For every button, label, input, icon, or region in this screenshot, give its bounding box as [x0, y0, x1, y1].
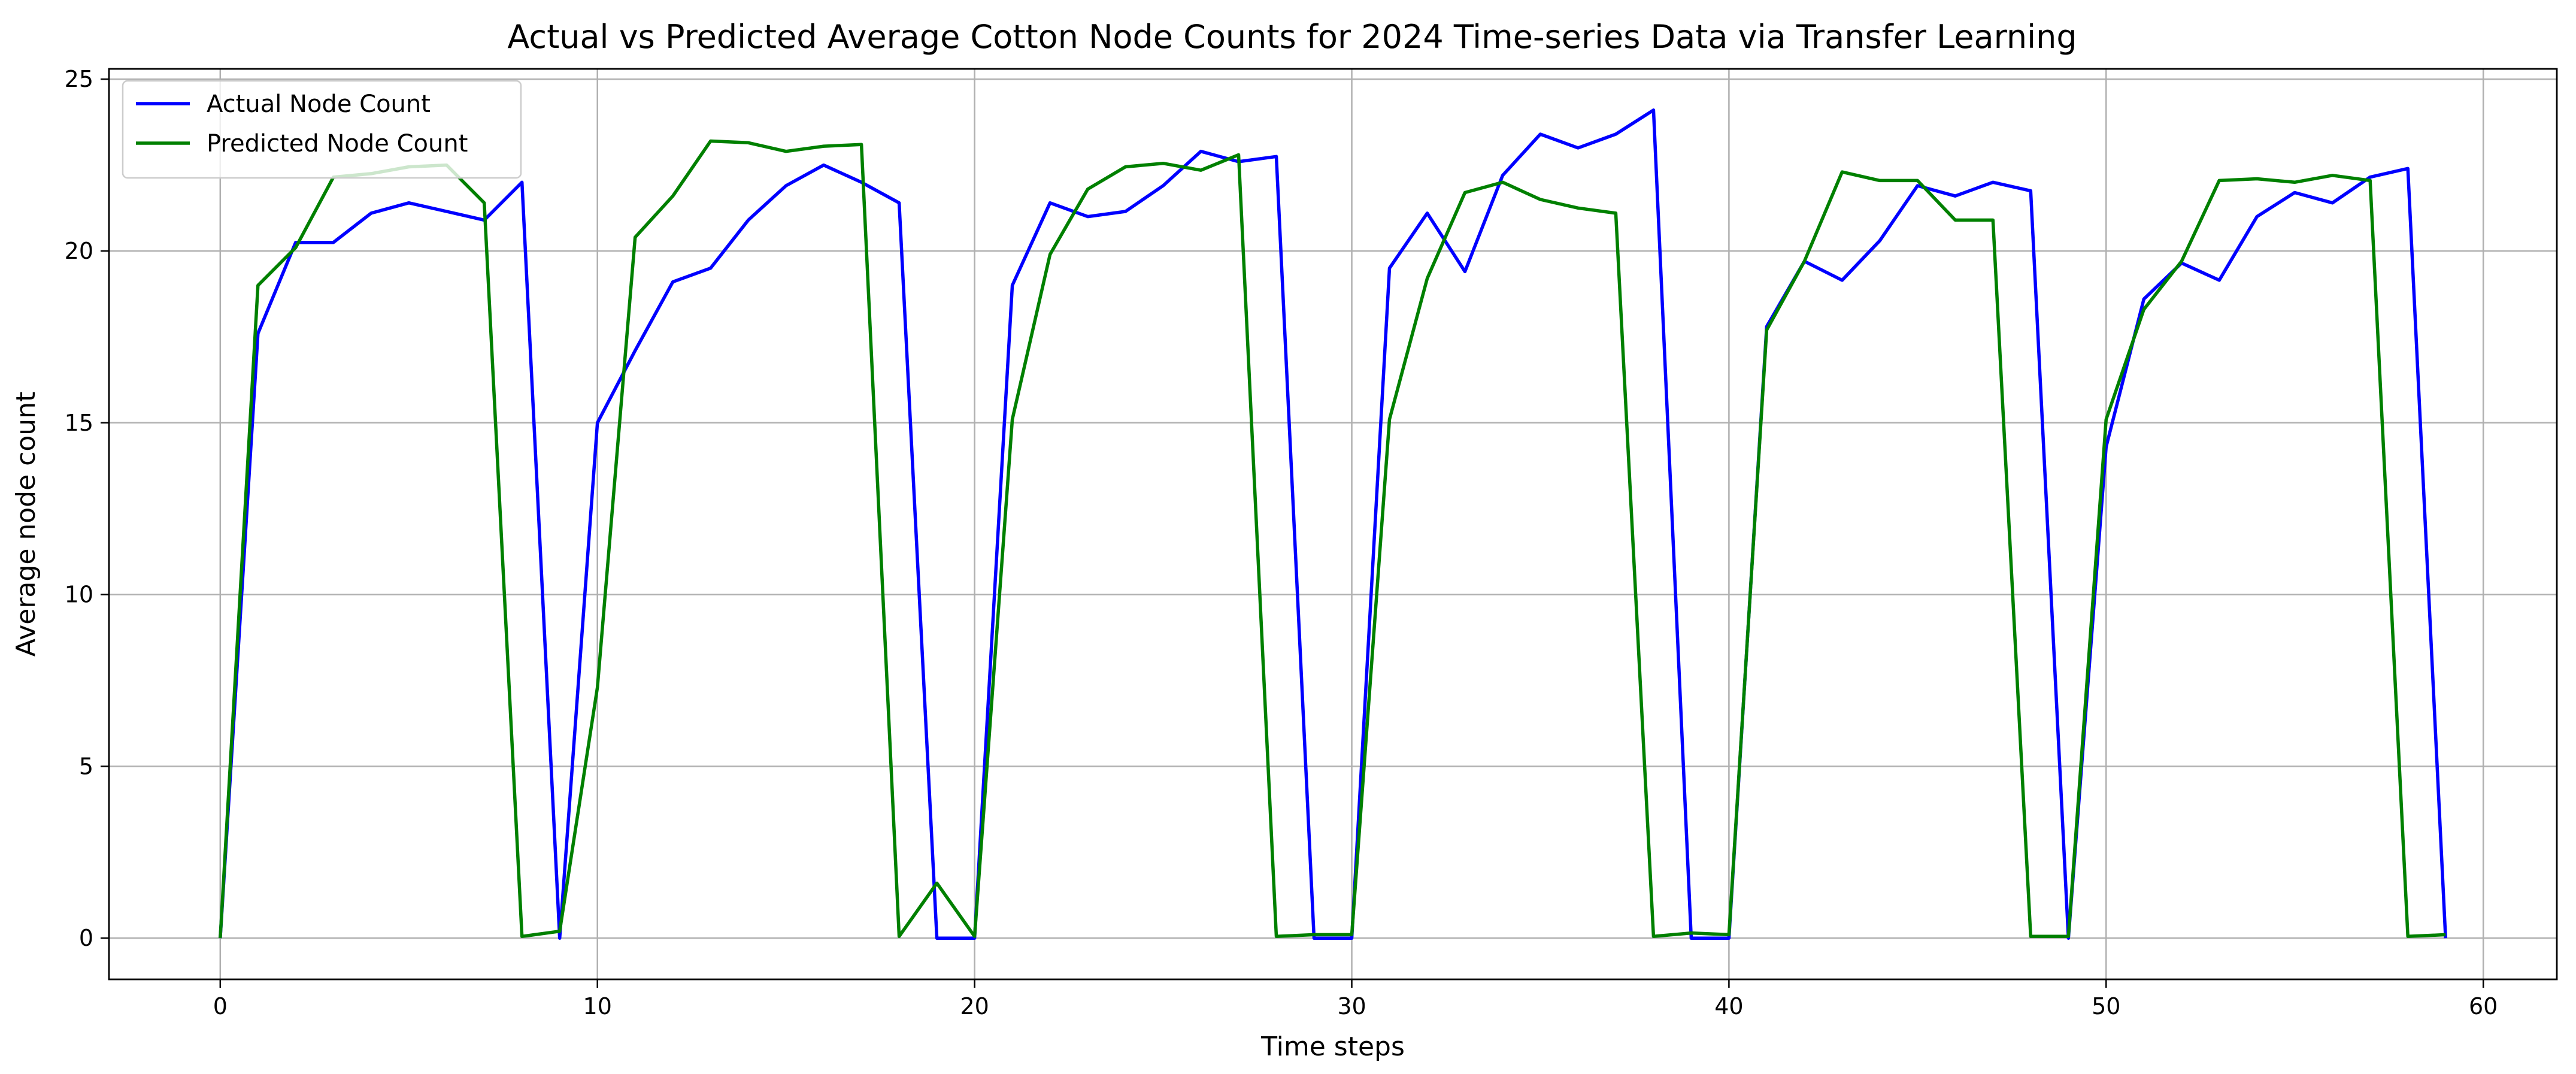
series-line-actual — [219, 108, 2447, 940]
y-tick-label: 25 — [65, 66, 93, 92]
x-tick-label: 60 — [2469, 993, 2498, 1019]
x-tick-label: 50 — [2092, 993, 2120, 1019]
legend-label: Actual Node Count — [207, 90, 431, 118]
x-axis-label: Time steps — [1260, 1031, 1405, 1062]
chart-title: Actual vs Predicted Average Cotton Node … — [507, 18, 2077, 56]
x-tick-label: 30 — [1337, 993, 1366, 1019]
y-tick-label: 10 — [65, 582, 93, 608]
legend: Actual Node Count Predicted Node Count — [122, 80, 522, 179]
legend-box — [122, 80, 522, 179]
y-tick-label: 0 — [79, 925, 93, 951]
grid — [109, 69, 2557, 979]
x-tick-label: 10 — [583, 993, 612, 1019]
y-tick-label: 20 — [65, 238, 93, 264]
ticks: 0 10 20 30 40 50 60 0 5 10 15 20 25 — [65, 66, 2498, 1019]
x-tick-label: 0 — [213, 993, 228, 1019]
y-tick-label: 5 — [79, 753, 93, 779]
y-tick-label: 15 — [65, 410, 93, 436]
series-group — [219, 108, 2447, 940]
plot-frame — [108, 68, 2558, 981]
x-tick-label: 20 — [960, 993, 989, 1019]
legend-label: Predicted Node Count — [207, 130, 468, 158]
x-tick-label: 40 — [1714, 993, 1743, 1019]
series-line-predicted — [219, 139, 2446, 939]
y-axis-label: Average node count — [11, 392, 41, 657]
